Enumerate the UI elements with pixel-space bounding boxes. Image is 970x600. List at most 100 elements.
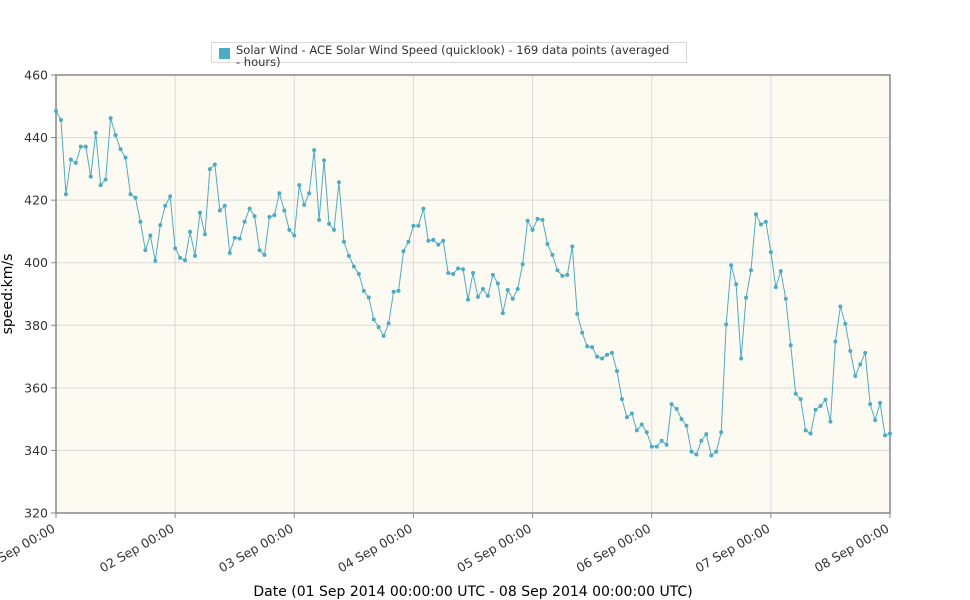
- data-point[interactable]: [88, 174, 93, 179]
- data-point[interactable]: [168, 194, 173, 199]
- data-point[interactable]: [863, 350, 868, 355]
- data-point[interactable]: [763, 219, 768, 224]
- data-point[interactable]: [813, 407, 818, 412]
- data-point[interactable]: [351, 264, 356, 269]
- data-point[interactable]: [768, 250, 773, 255]
- data-point[interactable]: [749, 268, 753, 273]
- data-point[interactable]: [669, 402, 674, 407]
- data-point[interactable]: [714, 449, 719, 454]
- data-point[interactable]: [197, 210, 202, 215]
- data-point[interactable]: [63, 192, 68, 197]
- data-point[interactable]: [376, 325, 381, 330]
- data-point[interactable]: [694, 452, 699, 457]
- data-point[interactable]: [401, 249, 406, 254]
- data-point[interactable]: [361, 288, 366, 293]
- data-point[interactable]: [332, 227, 336, 232]
- data-point[interactable]: [297, 183, 302, 188]
- data-point[interactable]: [118, 147, 123, 152]
- data-point[interactable]: [744, 295, 749, 300]
- data-point[interactable]: [242, 219, 247, 224]
- data-point[interactable]: [619, 397, 624, 402]
- data-point[interactable]: [515, 286, 520, 291]
- data-point[interactable]: [798, 397, 803, 402]
- data-point[interactable]: [262, 252, 267, 257]
- data-point[interactable]: [614, 368, 619, 373]
- data-point[interactable]: [173, 246, 178, 251]
- data-point[interactable]: [828, 419, 833, 424]
- data-point[interactable]: [734, 282, 739, 287]
- data-point[interactable]: [441, 238, 446, 243]
- data-point[interactable]: [788, 343, 793, 348]
- data-point[interactable]: [724, 322, 729, 327]
- data-point[interactable]: [485, 293, 490, 298]
- data-point[interactable]: [600, 356, 605, 361]
- data-point[interactable]: [247, 206, 252, 211]
- legend[interactable]: Solar Wind - ACE Solar Wind Speed (quick…: [211, 42, 687, 68]
- data-point[interactable]: [471, 271, 475, 276]
- data-point[interactable]: [858, 362, 863, 367]
- data-point[interactable]: [396, 288, 401, 293]
- data-point[interactable]: [431, 237, 436, 242]
- data-point[interactable]: [153, 258, 158, 263]
- data-point[interactable]: [575, 312, 580, 317]
- data-point[interactable]: [808, 431, 813, 436]
- data-point[interactable]: [446, 271, 451, 276]
- data-point[interactable]: [292, 233, 297, 238]
- data-point[interactable]: [158, 223, 163, 228]
- data-point[interactable]: [704, 432, 709, 437]
- data-point[interactable]: [58, 118, 63, 123]
- data-point[interactable]: [540, 217, 545, 222]
- data-point[interactable]: [113, 133, 118, 138]
- data-point[interactable]: [451, 271, 456, 276]
- data-point[interactable]: [98, 183, 103, 188]
- data-point[interactable]: [555, 268, 560, 273]
- data-point[interactable]: [595, 354, 600, 359]
- data-point[interactable]: [843, 321, 848, 326]
- data-point[interactable]: [624, 415, 629, 420]
- data-point[interactable]: [818, 404, 823, 408]
- data-point[interactable]: [307, 191, 312, 196]
- data-point[interactable]: [232, 235, 237, 240]
- data-point[interactable]: [838, 304, 843, 309]
- data-point[interactable]: [545, 241, 550, 246]
- data-point[interactable]: [212, 162, 217, 167]
- data-point[interactable]: [709, 453, 714, 458]
- data-point[interactable]: [346, 253, 351, 258]
- data-point[interactable]: [461, 267, 466, 272]
- data-point[interactable]: [302, 202, 307, 207]
- data-point[interactable]: [312, 148, 317, 153]
- data-point[interactable]: [207, 167, 212, 172]
- data-point[interactable]: [878, 400, 883, 405]
- data-point[interactable]: [391, 289, 396, 294]
- data-point[interactable]: [525, 218, 530, 223]
- data-point[interactable]: [888, 431, 892, 436]
- data-point[interactable]: [560, 273, 565, 278]
- data-point[interactable]: [500, 311, 505, 316]
- data-point[interactable]: [73, 160, 78, 165]
- data-point[interactable]: [103, 177, 108, 182]
- data-point[interactable]: [495, 281, 500, 286]
- data-point[interactable]: [833, 339, 838, 344]
- data-point[interactable]: [758, 222, 763, 227]
- data-point[interactable]: [585, 344, 590, 349]
- data-point[interactable]: [406, 239, 411, 244]
- data-point[interactable]: [823, 397, 828, 402]
- data-point[interactable]: [93, 130, 98, 135]
- data-point[interactable]: [54, 108, 58, 113]
- data-point[interactable]: [848, 348, 853, 353]
- data-point[interactable]: [530, 227, 535, 232]
- data-point[interactable]: [272, 213, 277, 218]
- data-point[interactable]: [580, 330, 585, 335]
- data-point[interactable]: [490, 272, 495, 277]
- data-point[interactable]: [138, 219, 143, 224]
- data-point[interactable]: [327, 221, 332, 226]
- data-point[interactable]: [322, 158, 327, 163]
- data-point[interactable]: [128, 192, 133, 197]
- data-point[interactable]: [466, 297, 471, 302]
- data-point[interactable]: [143, 248, 148, 253]
- data-point[interactable]: [803, 428, 808, 433]
- data-point[interactable]: [480, 286, 485, 291]
- data-point[interactable]: [873, 418, 878, 423]
- data-point[interactable]: [520, 262, 525, 267]
- data-point[interactable]: [634, 428, 639, 433]
